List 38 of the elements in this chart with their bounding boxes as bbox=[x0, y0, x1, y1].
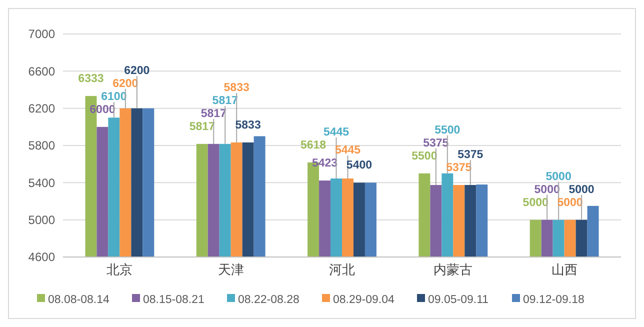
y-tick-label: 5000 bbox=[28, 213, 56, 228]
data-label: 5445 bbox=[323, 126, 350, 138]
y-tick-label: 7000 bbox=[28, 27, 56, 42]
data-label: 5817 bbox=[189, 120, 215, 133]
data-label: 5817 bbox=[212, 94, 238, 107]
data-label: 5000 bbox=[546, 170, 572, 183]
y-tick-label: 4600 bbox=[28, 250, 56, 264]
x-tick-label: 北京 bbox=[106, 262, 133, 277]
data-label: 5500 bbox=[412, 150, 438, 162]
data-label: 5000 bbox=[557, 196, 583, 209]
data-label: 5445 bbox=[334, 144, 362, 157]
data-label: 5000 bbox=[568, 184, 594, 196]
legend-label: 08.08-08.14 bbox=[48, 294, 110, 306]
legend-label: 08.29-09.04 bbox=[333, 294, 395, 306]
legend-label: 08.22-08.28 bbox=[238, 294, 300, 306]
x-tick-label: 河北 bbox=[329, 262, 355, 277]
y-tick-label: 5800 bbox=[28, 138, 56, 153]
x-tick-label: 内蒙古 bbox=[434, 262, 473, 277]
y-tick-label: 6600 bbox=[28, 64, 56, 78]
data-label: 5618 bbox=[300, 139, 327, 152]
data-label: 6200 bbox=[112, 78, 138, 90]
y-tick-label: 5400 bbox=[28, 176, 56, 190]
data-label: 5833 bbox=[235, 119, 261, 132]
x-tick-label: 山西 bbox=[551, 262, 578, 277]
legend-label: 08.15-08.21 bbox=[143, 294, 204, 306]
data-label: 6100 bbox=[101, 90, 127, 103]
data-label: 5833 bbox=[224, 82, 250, 94]
y-tick-label: 6200 bbox=[28, 102, 56, 116]
data-label: 6333 bbox=[78, 72, 104, 85]
data-label: 6200 bbox=[124, 64, 150, 77]
data-label: 5500 bbox=[434, 124, 460, 136]
data-label: 5400 bbox=[346, 160, 372, 172]
data-label: 5375 bbox=[446, 162, 472, 174]
legend-label: 09.05-09.11 bbox=[428, 294, 489, 306]
x-tick-label: 天津 bbox=[218, 262, 244, 277]
legend-label: 09.12-09.18 bbox=[523, 294, 584, 306]
data-label: 5375 bbox=[458, 148, 484, 161]
data-label: 5000 bbox=[522, 196, 548, 209]
